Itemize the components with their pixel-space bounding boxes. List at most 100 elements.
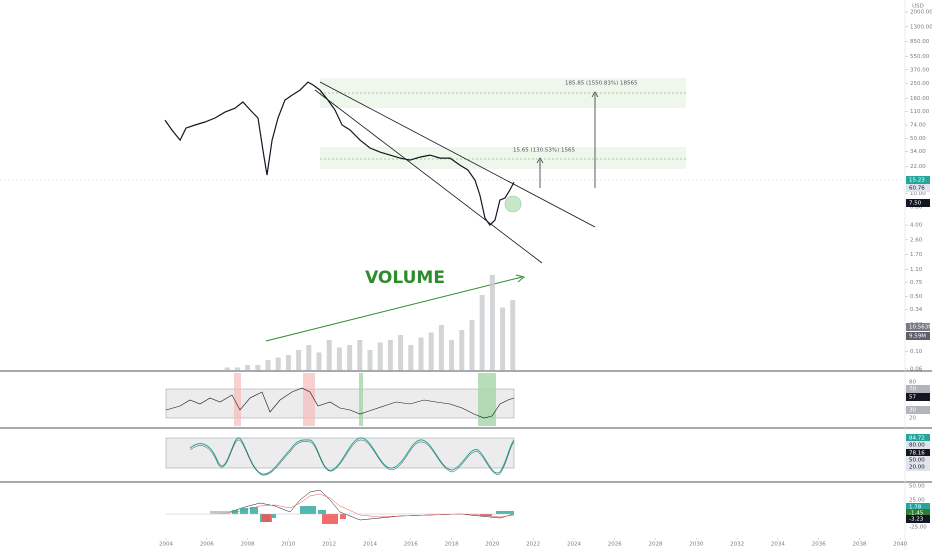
stoch-band: [165, 437, 515, 469]
y-tick-label: 160.00: [910, 96, 930, 102]
price-tag-bg: [906, 332, 930, 340]
x-tick-label: 2020: [485, 542, 499, 548]
arrow-head: [536, 157, 544, 164]
pane-label: 1.78: [909, 505, 922, 511]
y-tick-label: 370.00: [910, 67, 930, 73]
pane-tag-bg: [906, 406, 930, 414]
pane-label: 30: [909, 408, 916, 414]
stoch-line: [189, 437, 515, 475]
volume-bar: [265, 360, 271, 370]
annotation: VOLUME: [365, 268, 445, 288]
pane-label: 50.00: [909, 458, 925, 464]
rsi-highlight: [478, 373, 496, 426]
volume-bar: [336, 347, 342, 370]
channel-line: [319, 81, 596, 228]
volume-arrow: [265, 276, 523, 342]
y-tick-label: 850.00: [910, 39, 930, 45]
pane-label: 80: [909, 380, 916, 386]
x-tick-label: 2022: [526, 542, 540, 548]
volume-bar: [469, 320, 475, 370]
pane-tag-bg: [906, 441, 930, 449]
volume-bar: [245, 365, 251, 370]
y-tick-label: 2000.00: [910, 10, 932, 16]
price-tag-bg: [906, 176, 930, 184]
y-tick-label: 34.00: [910, 149, 926, 155]
pane-tag-bg: [906, 393, 930, 401]
y-tick-label: 6.80: [910, 204, 923, 210]
x-tick-label: 2014: [363, 542, 377, 548]
x-tick-label: 2038: [853, 542, 867, 548]
x-tick-label: 2012: [322, 542, 336, 548]
pane-label: -25.00: [909, 525, 927, 531]
pane-tag-bg: [906, 449, 930, 457]
x-tick-label: 2018: [445, 542, 459, 548]
pane-label: 70: [909, 387, 916, 393]
pane-tag-bg: [906, 515, 930, 523]
y-tick-label: 1.70: [910, 252, 923, 258]
pane-tag-bg: [906, 385, 930, 393]
price-line: [164, 81, 515, 227]
y-tick-label: 74.00: [910, 123, 926, 129]
pane-label: 20: [909, 416, 916, 422]
y-tick-label: 1.10: [910, 267, 923, 273]
pane-label: 84.72: [909, 436, 925, 442]
volume-bar: [489, 275, 495, 370]
price-tag-bg: [906, 184, 930, 192]
x-tick-label: 2026: [608, 542, 622, 548]
annotation: 185.85 (1550.83%) 18565: [565, 81, 638, 87]
volume-bar: [428, 332, 434, 370]
volume-bar: [316, 352, 322, 370]
volume-bar: [224, 367, 230, 370]
x-tick-label: 2032: [730, 542, 744, 548]
y-tick-label: 50.00: [910, 136, 926, 142]
price-tag: 7.50: [909, 201, 922, 207]
x-tick-label: 2040: [893, 542, 907, 548]
price-tag: 60.76: [909, 186, 925, 192]
y-tick-label: 0.50: [910, 294, 923, 300]
y-tick-label: 10.00: [910, 191, 926, 197]
x-tick-label: 2030: [689, 542, 703, 548]
x-tick-label: 2010: [281, 542, 295, 548]
x-tick-label: 2024: [567, 542, 581, 548]
y-tick-label: 550.00: [910, 54, 930, 60]
y-tick-label: 0.10: [910, 349, 923, 355]
channel-line: [314, 89, 543, 264]
volume-bar: [438, 325, 444, 370]
y-tick-label: 2.60: [910, 237, 923, 243]
volume-bar: [459, 330, 465, 370]
y-tick-label: 4.00: [910, 223, 923, 229]
y-tick-label: 0.75: [910, 280, 923, 286]
volume-bar: [398, 335, 404, 370]
price-tag: 9.59M: [909, 334, 926, 340]
y-tick-label: 0.06: [910, 367, 923, 373]
rsi-highlight: [234, 373, 241, 426]
y-tick-label: 250.00: [910, 81, 930, 87]
x-tick-label: 2006: [200, 542, 214, 548]
arrow-head: [515, 274, 526, 283]
y-tick-label: 1300.00: [910, 24, 932, 30]
arrow-head: [591, 91, 599, 98]
volume-bar: [367, 350, 373, 370]
price-tag: 15.23: [909, 178, 925, 184]
pane-label: 57: [909, 395, 916, 401]
volume-bar: [285, 355, 291, 370]
rsi-line: [165, 387, 515, 419]
volume-bar: [377, 342, 383, 370]
pane-label: -1.45: [909, 511, 924, 517]
volume-bar: [234, 367, 240, 370]
volume-bar: [510, 300, 516, 370]
volume-bar: [326, 340, 332, 370]
volume-bar: [500, 307, 506, 370]
rsi-band: [165, 388, 515, 419]
pane-label: 20.00: [909, 465, 925, 471]
macd-histogram-up: [232, 506, 514, 522]
pane-tag-bg: [906, 456, 930, 464]
volume-bar: [357, 340, 363, 370]
pane-label: 50.00: [909, 484, 925, 490]
volume-bar: [306, 345, 312, 370]
pane-tag-bg: [906, 434, 930, 442]
volume-bar: [296, 350, 302, 370]
price-tag: 10.563M: [909, 325, 932, 331]
